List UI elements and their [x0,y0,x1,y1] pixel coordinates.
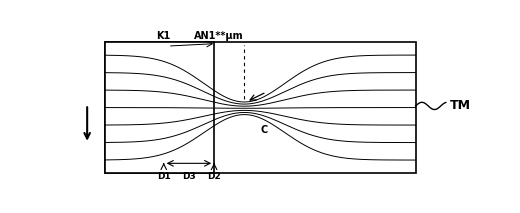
Text: AN1**μm: AN1**μm [194,31,243,41]
Text: C: C [261,125,268,135]
Text: TM: TM [450,99,471,112]
Text: K1: K1 [157,31,171,41]
Text: D1: D1 [157,172,171,181]
Text: D2: D2 [207,172,221,181]
Text: D3: D3 [182,172,196,181]
Bar [106,42,415,173]
Bar [106,42,214,173]
